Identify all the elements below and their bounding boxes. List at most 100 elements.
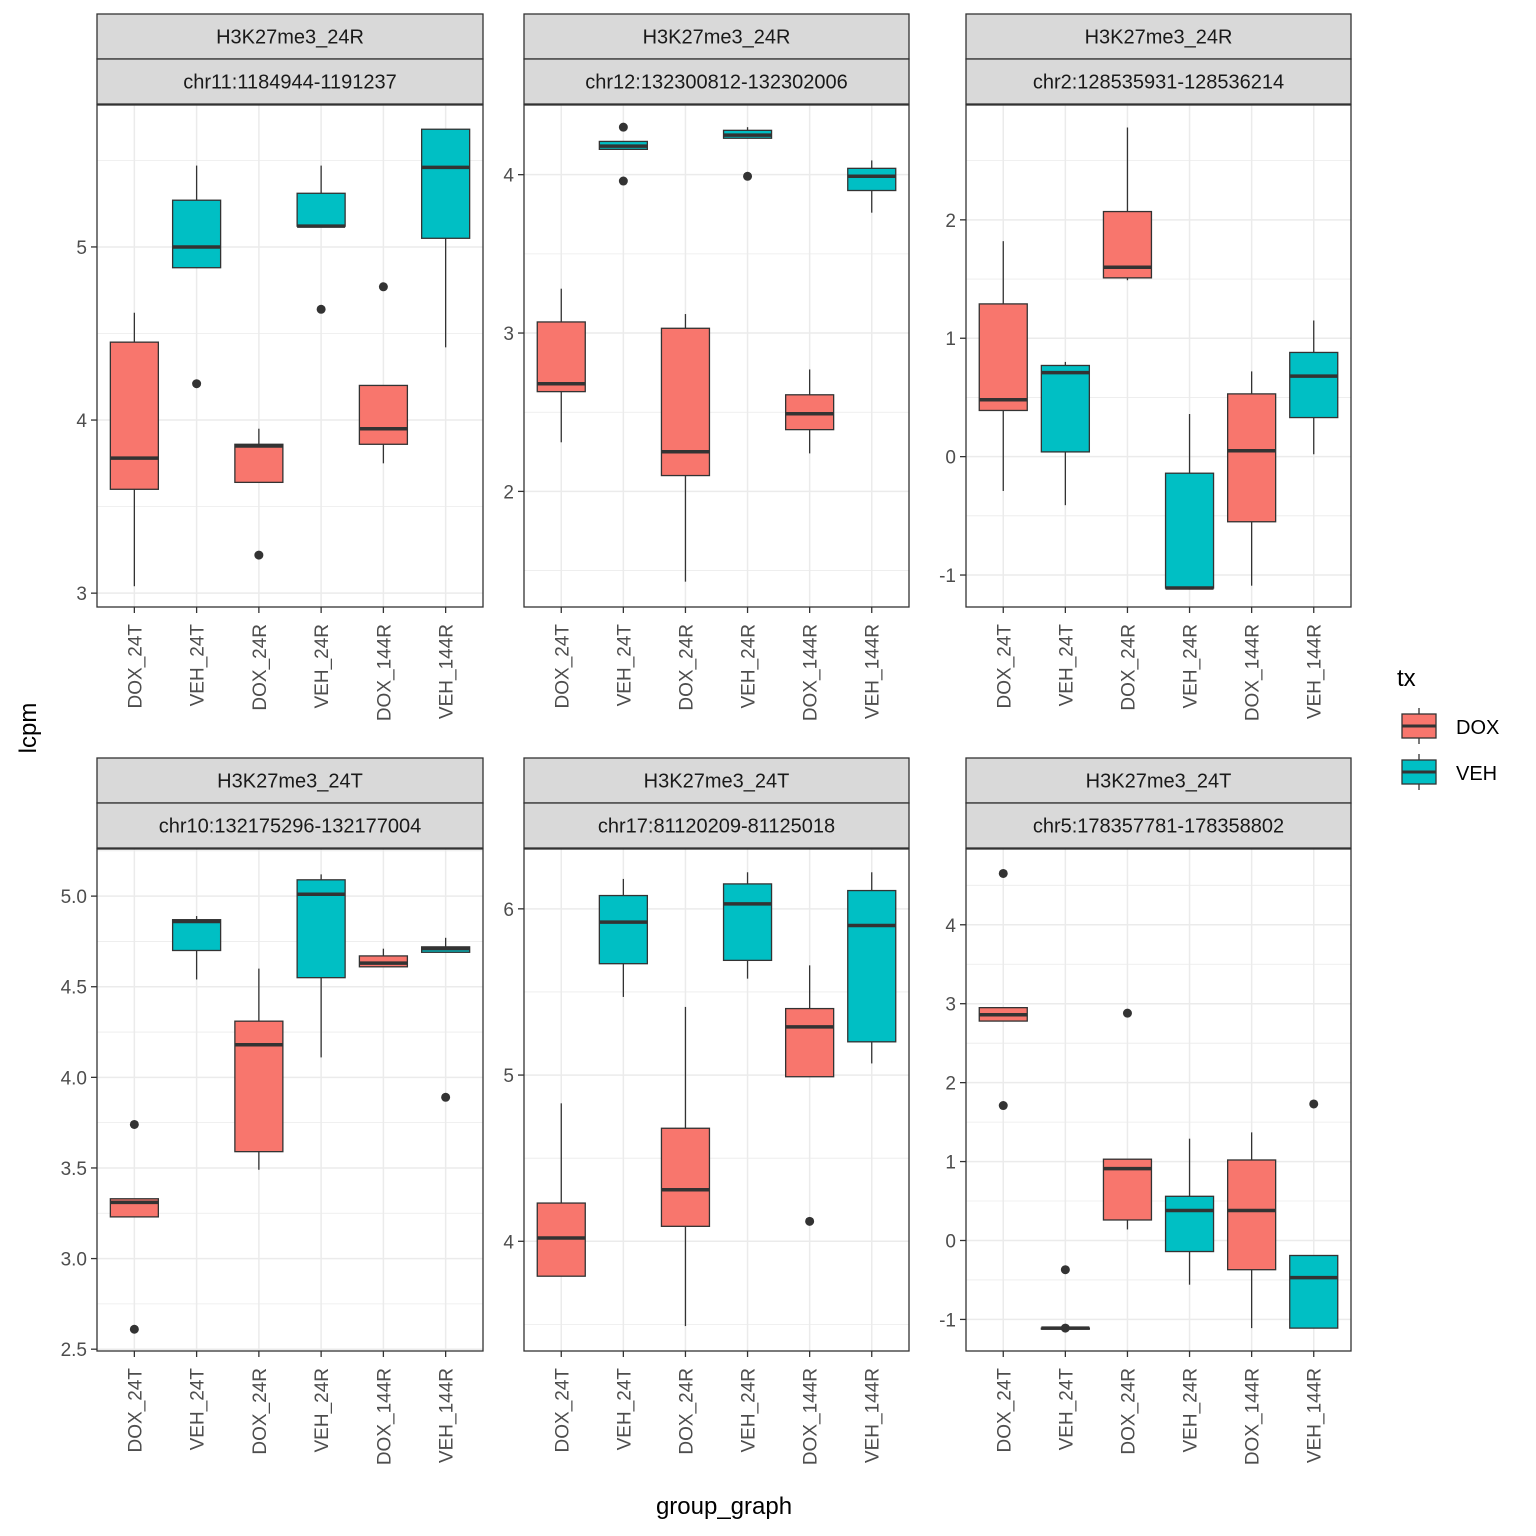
facet-strip-label: chr2:128535931-128536214: [1033, 72, 1284, 94]
y-tick-label: 0: [945, 448, 956, 469]
box-iqr: [109, 341, 160, 490]
box-DOX_24R: [234, 428, 284, 560]
box-VEH_24T: [171, 916, 222, 980]
box-iqr: [1226, 393, 1277, 523]
panel-border: [965, 848, 1352, 1352]
outlier-point: [254, 550, 264, 560]
facet-panel-4: H3K27me3_24T chr10:132175296-132177004 2.5…: [61, 757, 484, 1465]
box-iqr: [234, 443, 284, 484]
plot-background: [97, 105, 483, 607]
legend: tx DOX VEH: [1397, 665, 1499, 790]
x-tick-label: DOX_24R: [676, 1368, 697, 1455]
box-DOX_144R: [358, 282, 409, 464]
facet-strip-1: [523, 13, 910, 60]
box-DOX_144R: [358, 948, 409, 968]
y-tick-label: -1: [939, 1310, 956, 1331]
box-iqr: [1164, 1195, 1215, 1253]
box-iqr: [358, 384, 409, 445]
box-DOX_24R: [1102, 1008, 1153, 1230]
x-tick-label: DOX_144R: [1243, 1368, 1264, 1465]
y-tick-label: 5: [503, 1066, 514, 1087]
box-iqr: [847, 167, 897, 192]
y-tick-label: 5: [76, 238, 87, 259]
x-tick-label: VEH_24R: [1181, 1368, 1202, 1453]
x-tick-label: DOX_24T: [552, 624, 573, 709]
x-tick-label: VEH_24T: [1056, 624, 1077, 707]
x-tick-label: DOX_24R: [676, 624, 697, 711]
x-tick-label: VEH_24R: [312, 624, 333, 709]
y-tick-label: 5.0: [61, 887, 87, 908]
y-tick-label: 4: [76, 411, 87, 432]
facet-strip-label: H3K27me3_24R: [643, 27, 791, 49]
y-tick-label: 4: [503, 166, 514, 187]
box-iqr: [296, 879, 346, 979]
y-tick-label: 3.0: [61, 1250, 87, 1271]
x-tick-label: DOX_24R: [250, 1368, 271, 1455]
facet-strip-1: [523, 757, 910, 804]
box-VEH_24R: [296, 165, 346, 314]
facet-strip-2: [523, 58, 910, 105]
x-tick-label: DOX_24R: [250, 624, 271, 711]
outlier-point: [316, 304, 326, 314]
y-tick-label: 4.5: [61, 978, 87, 999]
y-tick-label: 2: [945, 1074, 956, 1095]
box-VEH_24T: [598, 878, 649, 997]
box-iqr: [598, 894, 649, 965]
outlier-point: [1060, 1265, 1070, 1275]
box-iqr: [171, 199, 222, 269]
y-tick-label: 4.0: [61, 1068, 87, 1089]
y-tick-label: 3.5: [61, 1159, 87, 1180]
box-DOX_24T: [978, 241, 1028, 491]
x-tick-label: DOX_144R: [374, 1368, 395, 1465]
panel-border: [96, 848, 484, 1352]
box-DOX_24R: [234, 968, 284, 1170]
box-iqr: [784, 1007, 835, 1078]
box-DOX_144R: [784, 965, 835, 1226]
facet-strip-label: H3K27me3_24R: [1085, 27, 1233, 49]
y-tick-label: 0: [945, 1231, 956, 1252]
outlier-point: [1060, 1323, 1070, 1333]
y-axis-title: lcpm: [15, 703, 42, 754]
box-DOX_24T: [978, 868, 1028, 1111]
facet-panel-1: H3K27me3_24R chr11:1184944-1191237 3 4 5 DOX_…: [76, 13, 484, 721]
facet-strip-1: [96, 13, 484, 60]
y-tick-label: 4: [945, 916, 956, 937]
outlier-point: [618, 176, 628, 186]
y-tick-label: 2.5: [61, 1340, 87, 1361]
x-tick-label: DOX_24R: [1118, 1368, 1139, 1455]
x-axis-title: group_graph: [656, 1493, 792, 1520]
facet-panel-6: H3K27me3_24T chr5:178357781-178358802 -1 0 1…: [939, 757, 1352, 1465]
box-iqr: [847, 889, 897, 1043]
facet-strip-1: [965, 757, 1352, 804]
y-tick-label: 2: [945, 211, 956, 232]
x-tick-label: VEH_144R: [863, 1368, 884, 1463]
box-VEH_144R: [1289, 320, 1339, 455]
legend-key-veh: [1401, 754, 1437, 790]
panel-border: [965, 104, 1352, 608]
facet-strip-label: H3K27me3_24T: [644, 771, 790, 793]
box-iqr: [536, 321, 586, 393]
facet-panel-2: H3K27me3_24R chr12:132300812-132302006 2 3 4…: [503, 13, 910, 721]
x-tick-label: VEH_24R: [312, 1368, 333, 1453]
x-tick-label: DOX_144R: [374, 624, 395, 721]
box-VEH_24T: [171, 165, 222, 389]
x-tick-label: VEH_24R: [1181, 624, 1202, 709]
x-tick-label: DOX_144R: [801, 624, 822, 721]
box-iqr: [1226, 1159, 1277, 1271]
plot-background: [524, 105, 909, 607]
facet-strip-label: H3K27me3_24T: [217, 771, 363, 793]
facet-strip-1: [965, 13, 1352, 60]
plot-background: [966, 105, 1351, 607]
box-VEH_24R: [1164, 414, 1215, 590]
box-iqr: [1289, 1254, 1339, 1329]
box-DOX_24R: [1102, 127, 1153, 281]
outlier-point: [129, 1119, 139, 1129]
x-tick-label: DOX_24T: [125, 1368, 146, 1453]
panel-border: [523, 848, 910, 1352]
box-VEH_24R: [722, 127, 773, 181]
box-DOX_144R: [784, 369, 835, 454]
box-DOX_144R: [1226, 1132, 1277, 1329]
box-iqr: [978, 303, 1028, 412]
box-VEH_24R: [722, 872, 773, 979]
outlier-point: [998, 868, 1008, 878]
